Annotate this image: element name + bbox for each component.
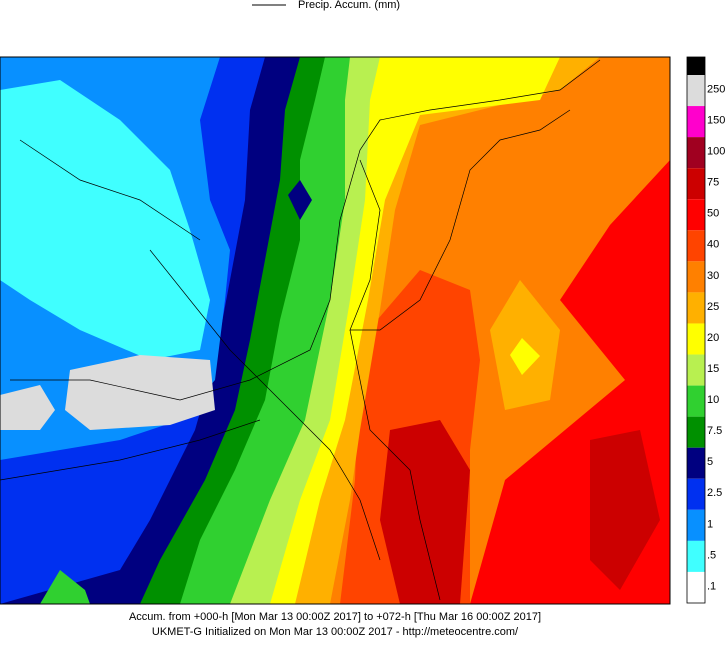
color-swatch — [687, 230, 705, 262]
color-swatch — [687, 261, 705, 293]
colorbar-label: 250 — [707, 83, 725, 95]
color-swatch — [687, 106, 705, 138]
color-swatch — [687, 292, 705, 324]
footer-line: UKMET-G Initialized on Mon Mar 13 00:00Z… — [152, 626, 519, 638]
color-swatch — [687, 385, 705, 417]
color-swatch — [687, 509, 705, 541]
color-swatch — [687, 416, 705, 448]
color-swatch — [687, 137, 705, 169]
colorbar-label: 75 — [707, 177, 719, 189]
colorbar-label: 1 — [707, 518, 713, 530]
colorbar-label: .1 — [707, 580, 716, 592]
color-swatch — [687, 540, 705, 572]
color-swatch — [687, 323, 705, 355]
colorbar-label: 5 — [707, 456, 713, 468]
legend-label: Precip. Accum. (mm) — [298, 0, 400, 11]
color-swatch — [687, 199, 705, 231]
colorbar-label: 150 — [707, 114, 725, 126]
colorbar-label: 100 — [707, 146, 725, 158]
colorbar-label: 7.5 — [707, 425, 722, 437]
colorbar-label: 20 — [707, 332, 719, 344]
colorbar-label: 10 — [707, 394, 719, 406]
colorbar: 250 150 100 75 50 40 30 25 20 15 10 7.5 5 2.5 1 .5 .1 — [687, 75, 725, 603]
colorbar-label: 25 — [707, 301, 719, 313]
color-swatch — [687, 447, 705, 479]
map — [0, 56, 671, 605]
color-swatch — [687, 354, 705, 386]
color-swatch — [687, 478, 705, 510]
colorbar-label: 2.5 — [707, 487, 722, 499]
footer-line: Accum. from +000-h [Mon Mar 13 00:00Z 20… — [129, 611, 541, 623]
colorbar-label: 30 — [707, 270, 719, 282]
color-swatch — [687, 168, 705, 200]
colorbar-frame — [686, 56, 706, 604]
color-swatch — [687, 75, 705, 107]
colorbar-label: 50 — [707, 208, 719, 220]
colorbar-label: 40 — [707, 239, 719, 251]
colorbar-label: 15 — [707, 363, 719, 375]
colorbar-top — [687, 57, 705, 75]
colorbar-label: .5 — [707, 549, 716, 561]
color-swatch — [687, 571, 705, 603]
